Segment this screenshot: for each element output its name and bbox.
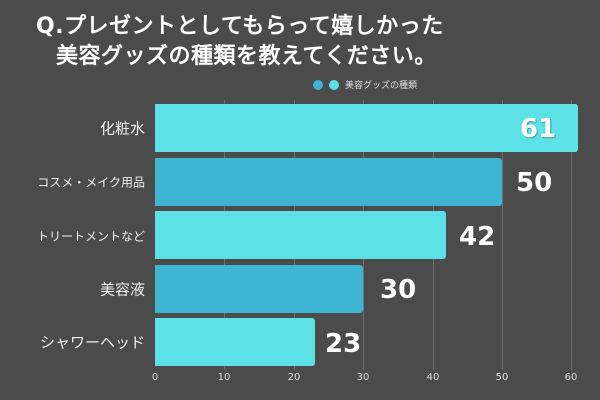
legend-dot-light-icon bbox=[329, 79, 339, 90]
category-label: 化粧水 bbox=[99, 119, 145, 138]
value-label: 30 bbox=[380, 275, 417, 305]
bar-トリートメントなど bbox=[155, 211, 446, 259]
legend-dot-dark-icon bbox=[313, 79, 323, 90]
value-label: 23 bbox=[325, 329, 362, 359]
x-tick: 0 bbox=[151, 372, 159, 383]
category-label: シャワーヘッド bbox=[39, 333, 145, 352]
x-tick: 30 bbox=[356, 372, 370, 383]
bar-シャワーヘッド bbox=[155, 318, 315, 366]
x-tick: 10 bbox=[217, 372, 231, 383]
x-tick: 20 bbox=[287, 372, 301, 383]
bar-化粧水 bbox=[155, 104, 578, 152]
chart-legend: 美容グッズの種類 bbox=[313, 78, 417, 91]
chart-title-line-2: 美容グッズの種類を教えてください。 bbox=[56, 44, 437, 69]
value-label: 61 bbox=[520, 114, 557, 144]
x-tick: 60 bbox=[564, 372, 578, 383]
legend-label: 美容グッズの種類 bbox=[345, 81, 418, 91]
chart-title-line-1: Q.プレゼントとしてもらって嬉しかった bbox=[36, 14, 444, 39]
gridline-50 bbox=[502, 100, 503, 370]
bar-美容液 bbox=[155, 265, 363, 313]
x-tick: 50 bbox=[495, 372, 509, 383]
value-label: 42 bbox=[459, 222, 496, 252]
x-tick: 40 bbox=[426, 372, 440, 383]
value-label: 50 bbox=[516, 168, 553, 198]
bar-コスメメイク用品 bbox=[155, 158, 502, 206]
category-label: 美容液 bbox=[99, 280, 145, 299]
gridline-60 bbox=[571, 100, 572, 370]
category-label: コスメ・メイク用品 bbox=[37, 175, 145, 190]
category-label: トリートメントなど bbox=[36, 229, 145, 244]
